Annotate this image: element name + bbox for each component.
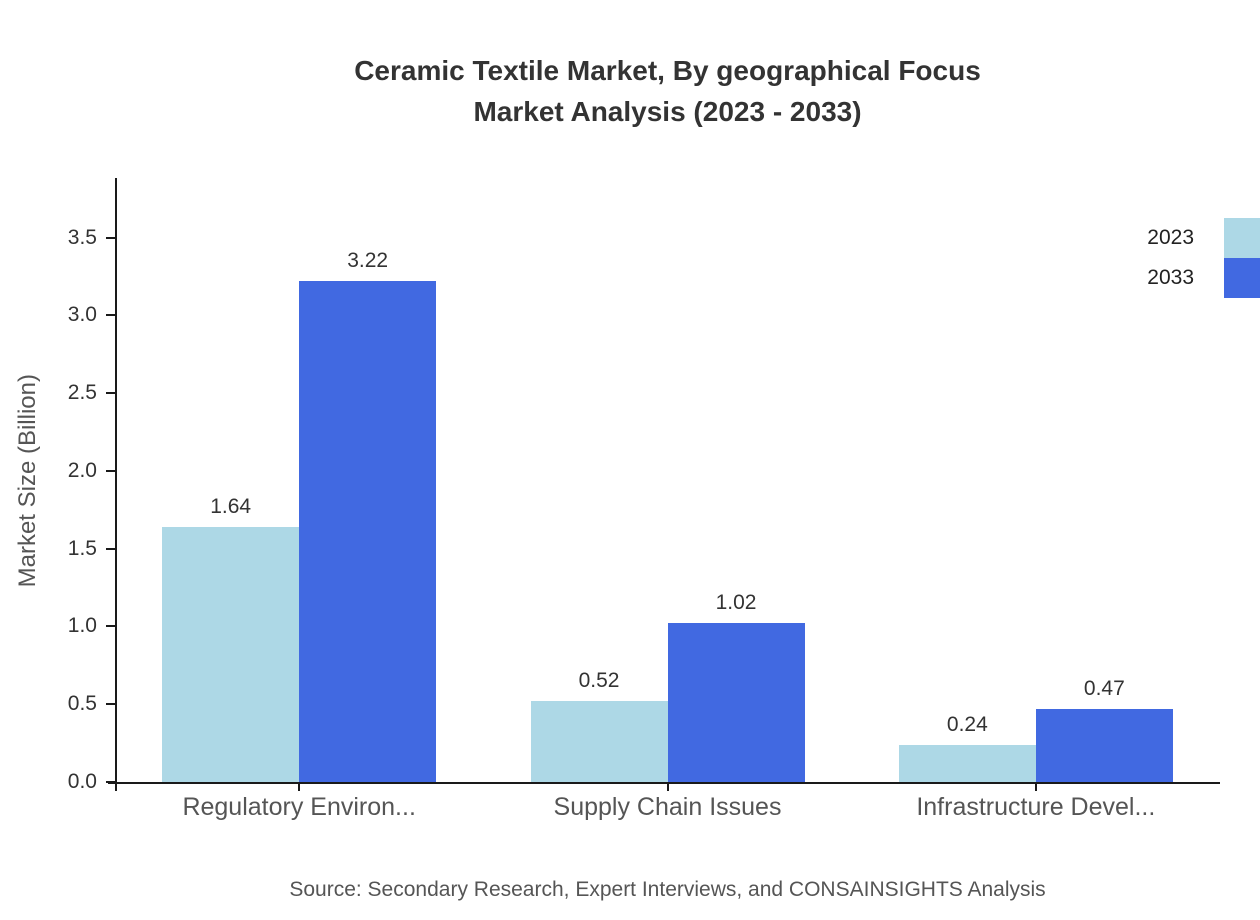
y-tick-mark [106,703,115,706]
legend-label-2033: 2033 [1147,266,1194,289]
y-tick-mark [106,392,115,395]
bar-2033-0 [299,281,437,782]
y-tick-mark [106,547,115,550]
x-tick-mark [666,782,669,791]
y-tick-label: 3.0 [67,303,97,327]
x-tick-mark [1034,782,1037,791]
legend-swatch-2033 [1224,258,1260,298]
legend-item-2033: 2033 [1147,258,1260,298]
y-axis-line [115,178,117,791]
bars-layer: 1.64 3.22 0.52 1.02 0.24 0.47 [115,180,1220,782]
bar-2023-0 [162,526,300,782]
bar-2023-1 [530,701,668,782]
x-category-labels: Regulatory Environ... Supply Chain Issues… [115,180,1220,821]
bar-2033-2 [1035,708,1173,782]
bar-value-label: 3.22 [347,249,389,273]
y-tick-mark [106,625,115,628]
y-tick-mark [106,469,115,472]
y-tick-label: 2.5 [67,381,97,405]
bar-2033-1 [667,623,805,782]
x-tick-mark [298,782,301,791]
y-tick-label: 1.5 [67,536,97,560]
y-tick-label: 0.5 [67,692,97,716]
chart-title-line2: Market Analysis (2023 - 2033) [473,96,862,127]
chart-title-line1: Ceramic Textile Market, By geographical … [354,55,981,86]
legend-label-2023: 2023 [1147,226,1194,249]
y-tick-mark [106,314,115,317]
chart-title: Ceramic Textile Market, By geographical … [75,50,1260,132]
x-category-label: Regulatory Environ... [182,793,416,821]
y-tick-label: 1.0 [67,614,97,638]
y-tick-label: 3.5 [67,225,97,249]
y-tick-mark [106,236,115,239]
bar-value-label: 0.52 [578,669,620,693]
legend-swatch-2023 [1224,218,1260,258]
y-tick-label: 2.0 [67,458,97,482]
bar-2023-2 [898,744,1036,782]
plot-area: 0.0 0.5 1.0 1.5 2.0 2.5 3.0 3.5 1.64 3.22 0.52 1.0… [68,178,1220,821]
x-category-label: Infrastructure Devel... [916,793,1156,821]
legend: 2023 2033 [1147,218,1260,298]
y-tick-mark [106,781,115,783]
bar-value-label: 0.47 [1083,676,1125,700]
bar-value-label: 1.64 [210,494,252,518]
x-axis-line [108,782,1220,784]
bar-value-label: 0.24 [946,712,988,736]
source-note: Source: Secondary Research, Expert Inter… [289,878,1046,901]
x-category-label: Supply Chain Issues [553,793,782,821]
y-tick-label: 0.0 [67,770,97,793]
bar-value-label: 1.02 [715,591,757,615]
legend-item-2023: 2023 [1147,218,1260,258]
